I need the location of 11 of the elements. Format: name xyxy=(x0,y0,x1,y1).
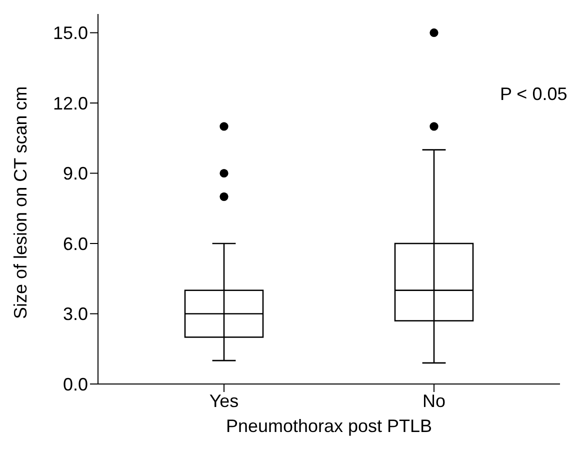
y-tick-label: 12.0 xyxy=(52,93,88,114)
y-tick-label: 6.0 xyxy=(62,234,88,254)
y-axis-title: Size of lesion on CT scan cm xyxy=(10,86,30,319)
x-tick-label: Yes xyxy=(209,390,239,411)
annotation: P < 0.05 xyxy=(500,84,568,105)
y-tick-label: 9.0 xyxy=(62,164,88,184)
y-tick-label: 0.0 xyxy=(62,374,88,394)
y-tick-label: 3.0 xyxy=(62,304,88,324)
y-tick-label: 15.0 xyxy=(52,23,88,44)
x-tick-label: No xyxy=(422,390,446,411)
x-axis-title: Pneumothorax post PTLB xyxy=(226,416,432,436)
